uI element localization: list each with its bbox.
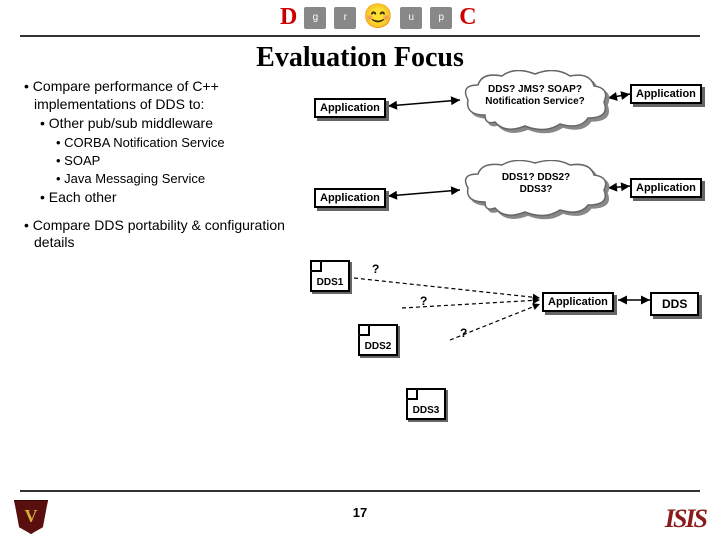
bullet-1: Compare performance of C++ implementatio… <box>24 78 314 113</box>
app-box-1: Application <box>314 98 386 118</box>
bullet-1a2: SOAP <box>24 153 314 169</box>
dds-box: DDS <box>650 292 699 316</box>
doc-dds3: DDS3 <box>406 388 446 420</box>
logo-box-r: r <box>334 7 356 29</box>
v-shield-logo: V <box>14 500 48 534</box>
cloud-2-line1: DDS1? DDS2? <box>472 172 600 184</box>
logo-d: D <box>280 4 297 30</box>
diagram-area: DDS? JMS? SOAP? Notification Service? DD… <box>310 70 710 420</box>
spacer <box>24 209 314 217</box>
logo-c: C <box>459 4 476 30</box>
logo-box-g: g <box>304 7 326 29</box>
doc-dds2: DDS2 <box>358 324 398 356</box>
logo-box-u: u <box>400 7 422 29</box>
doc-dds1: DDS1 <box>310 260 350 292</box>
app-box-3: Application <box>314 188 386 208</box>
cloud-2-line2: DDS3? <box>472 184 600 196</box>
page-number: 17 <box>0 505 720 520</box>
qmark-2: ? <box>420 294 427 308</box>
cloud-1-line2: Notification Service? <box>470 96 600 108</box>
isis-logo: ISIS <box>665 504 706 534</box>
bullet-list: Compare performance of C++ implementatio… <box>24 78 314 254</box>
doc-logo: D g r 😊 u p C <box>280 2 477 31</box>
cloud-1-line1: DDS? JMS? SOAP? <box>470 84 600 96</box>
header-rule <box>20 35 700 37</box>
logo-o: 😊 <box>363 4 393 30</box>
bullet-1a: Other pub/sub middleware <box>24 115 314 133</box>
bullet-1b: Each other <box>24 189 314 207</box>
footer-rule <box>20 490 700 492</box>
qmark-1: ? <box>372 262 379 276</box>
app-box-5: Application <box>542 292 614 312</box>
cloud-1-label: DDS? JMS? SOAP? Notification Service? <box>470 84 600 108</box>
bullet-2: Compare DDS portability & configuration … <box>24 217 314 252</box>
app-box-2: Application <box>630 84 702 104</box>
bullet-1a1: CORBA Notification Service <box>24 135 314 151</box>
cloud-2-label: DDS1? DDS2? DDS3? <box>472 172 600 196</box>
logo-box-p: p <box>430 7 452 29</box>
qmark-3: ? <box>460 326 467 340</box>
bullet-1a3: Java Messaging Service <box>24 171 314 187</box>
app-box-4: Application <box>630 178 702 198</box>
